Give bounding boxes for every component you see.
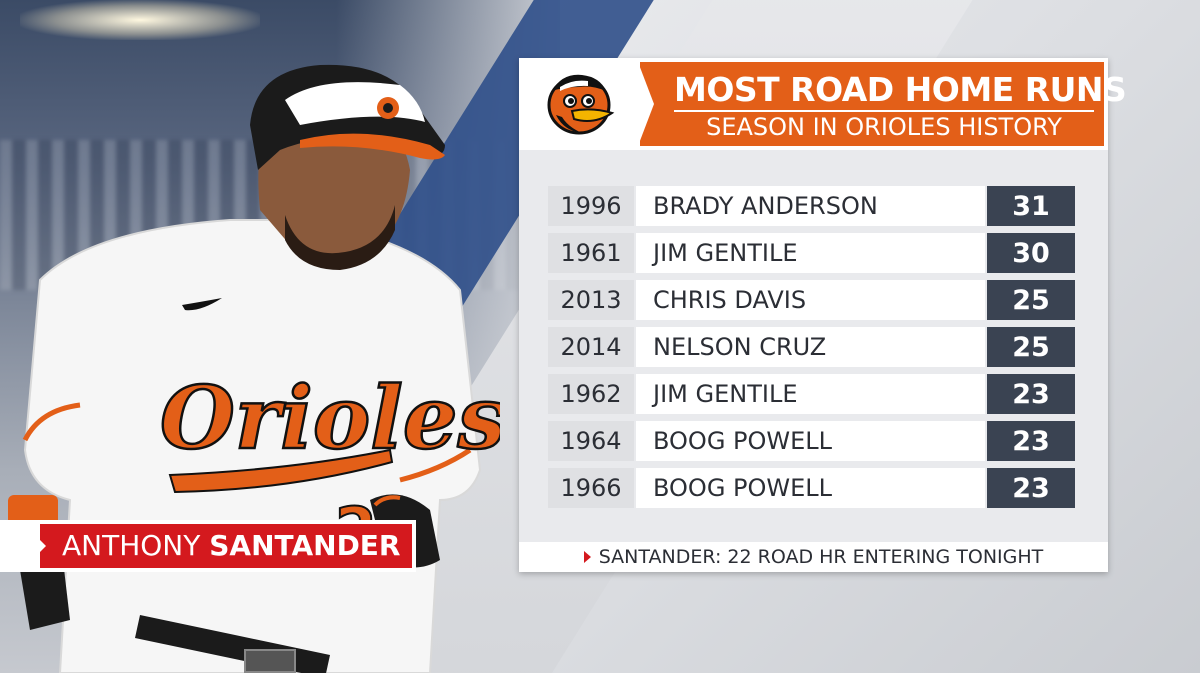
nameplate-bar: [40, 524, 412, 568]
player-cell: BOOG POWELL: [636, 468, 985, 508]
player-name: ANTHONY SANTANDER: [62, 524, 401, 568]
year-cell: 1966: [548, 468, 634, 508]
year-cell: 2013: [548, 280, 634, 320]
hr-cell: 23: [987, 421, 1075, 461]
hr-cell: 25: [987, 327, 1075, 367]
player-last-name: SANTANDER: [209, 529, 401, 562]
year-cell: 1962: [548, 374, 634, 414]
title-divider: [674, 110, 1094, 112]
hr-cell: 31: [987, 186, 1075, 226]
table-row: 1996 BRADY ANDERSON 31: [548, 186, 1078, 226]
footer-note-text: SANTANDER: 22 ROAD HR ENTERING TONIGHT: [598, 546, 1044, 568]
table-row: 2013 CHRIS DAVIS 25: [548, 280, 1078, 320]
player-cell: BOOG POWELL: [636, 421, 985, 461]
table-row: 1966 BOOG POWELL 23: [548, 468, 1078, 508]
hr-cell: 30: [987, 233, 1075, 273]
graphic-title: MOST ROAD HOME RUNS: [674, 70, 1127, 109]
player-image: Orioles 2: [8, 64, 500, 673]
year-cell: 1996: [548, 186, 634, 226]
jersey-wordmark: Orioles: [160, 368, 500, 469]
stat-graphic: MOST ROAD HOME RUNS SEASON IN ORIOLES HI…: [519, 58, 1127, 572]
table-row: 1961 JIM GENTILE 30: [548, 233, 1078, 273]
hr-cell: 25: [987, 280, 1075, 320]
player-cell: JIM GENTILE: [636, 374, 985, 414]
table-row: 2014 NELSON CRUZ 25: [548, 327, 1078, 367]
graphic-subtitle: SEASON IN ORIOLES HISTORY: [706, 113, 1062, 141]
player-nameplate: ANTHONY SANTANDER: [0, 520, 416, 572]
hr-cell: 23: [987, 468, 1075, 508]
table-row: 1964 BOOG POWELL 23: [548, 421, 1078, 461]
table-row: 1962 JIM GENTILE 23: [548, 374, 1078, 414]
orioles-bird-logo-icon: [527, 62, 631, 146]
footer-note: SANTANDER: 22 ROAD HR ENTERING TONIGHT: [519, 542, 1108, 572]
graphic-header: MOST ROAD HOME RUNS SEASON IN ORIOLES HI…: [519, 58, 1127, 150]
player-cell: JIM GENTILE: [636, 233, 985, 273]
player-first-name: ANTHONY: [62, 529, 201, 562]
year-cell: 1961: [548, 233, 634, 273]
title-banner: MOST ROAD HOME RUNS SEASON IN ORIOLES HI…: [638, 62, 1127, 146]
chevron-right-icon: [34, 534, 46, 558]
hr-cell: 23: [987, 374, 1075, 414]
player-cell: CHRIS DAVIS: [636, 280, 985, 320]
player-cell: NELSON CRUZ: [636, 327, 985, 367]
year-cell: 2014: [548, 327, 634, 367]
triangle-right-icon: [583, 551, 591, 563]
year-cell: 1964: [548, 421, 634, 461]
player-cell: BRADY ANDERSON: [636, 186, 985, 226]
